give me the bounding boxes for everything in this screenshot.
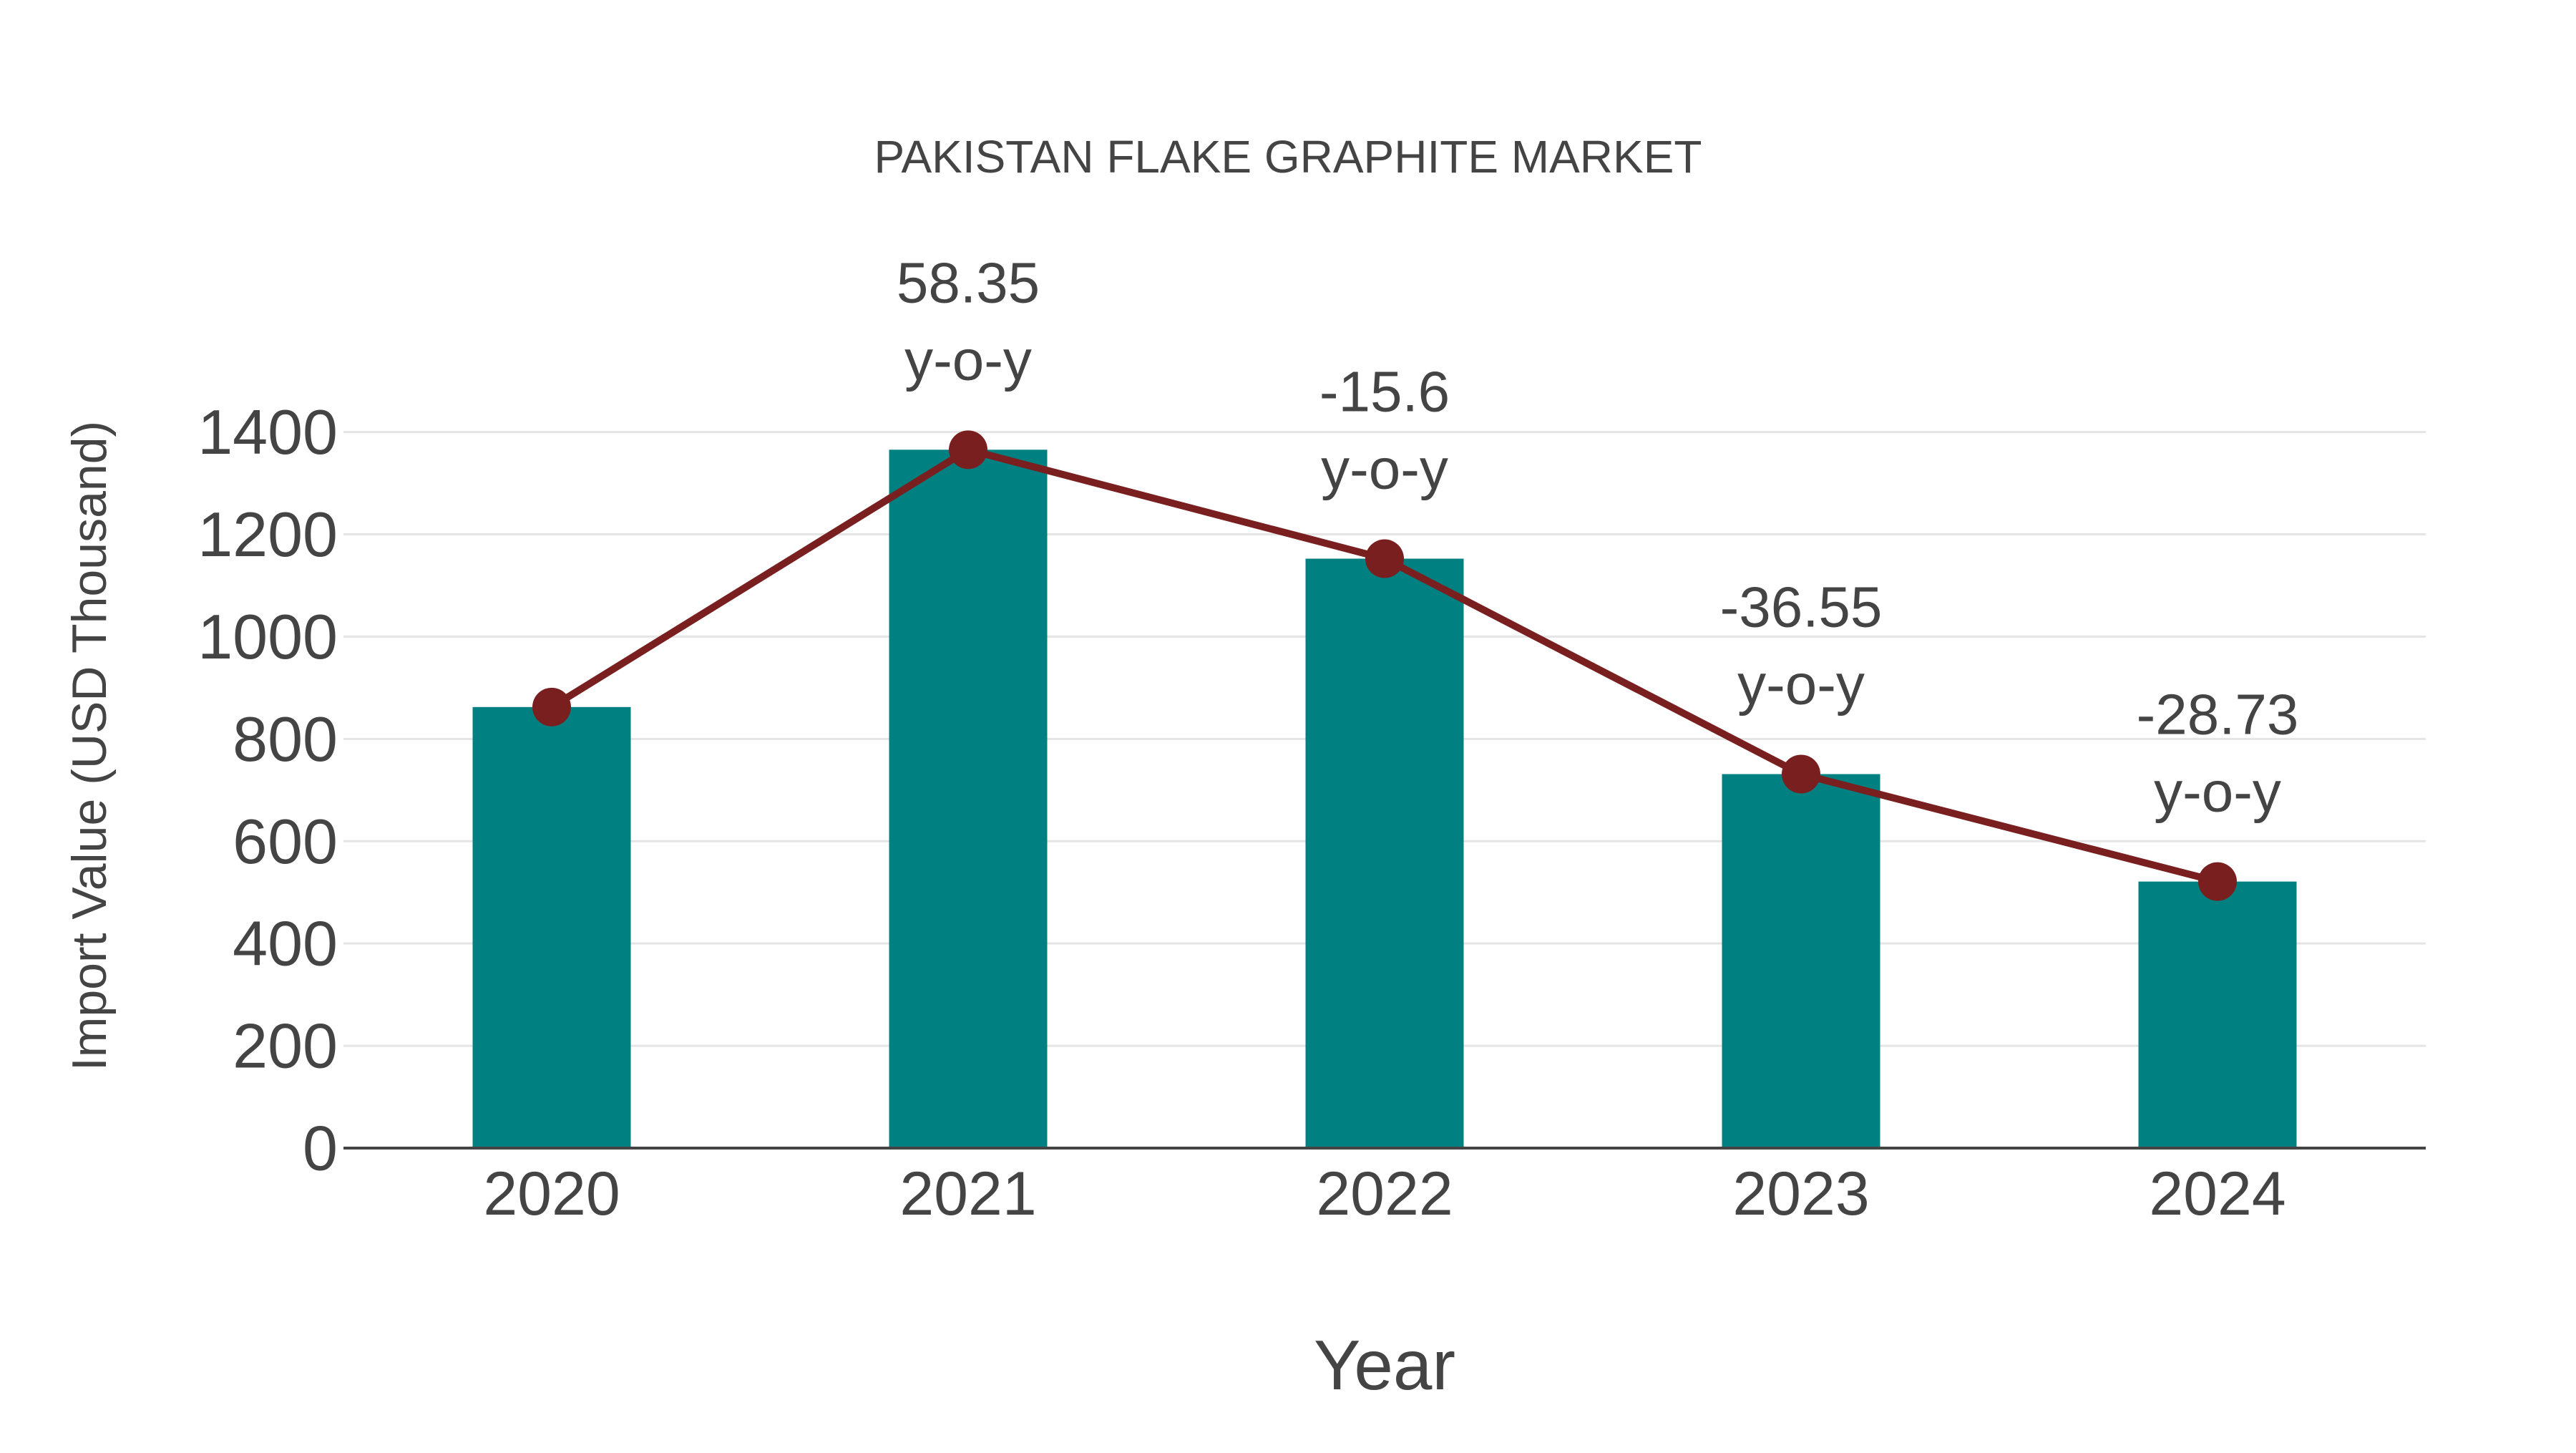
marker-2023 bbox=[1782, 754, 1820, 794]
y-tick-label: 200 bbox=[233, 1011, 338, 1082]
y-axis-ticks: 0 200 400 600 800 1000 1200 1400 bbox=[197, 397, 338, 1183]
x-tick-label: 2023 bbox=[1732, 1160, 1869, 1228]
marker-2024 bbox=[2198, 862, 2237, 901]
yoy-value: -36.55 bbox=[1720, 575, 1883, 639]
bar-2023 bbox=[1722, 774, 1880, 1148]
yoy-value: -28.73 bbox=[2137, 683, 2299, 747]
y-tick-label: 1000 bbox=[197, 601, 338, 672]
x-axis-title: Year bbox=[1314, 1326, 1455, 1404]
x-axis-ticks: 2020 2021 2022 2023 2024 bbox=[483, 1160, 2285, 1228]
x-tick-label: 2022 bbox=[1316, 1160, 1453, 1228]
bar-series bbox=[472, 449, 2297, 1148]
bar-2021 bbox=[889, 449, 1048, 1148]
x-tick-label: 2021 bbox=[899, 1160, 1036, 1228]
y-tick-label: 1400 bbox=[197, 397, 338, 467]
y-tick-label: 0 bbox=[303, 1113, 338, 1184]
yoy-suffix: y-o-y bbox=[1737, 653, 1865, 716]
bar-2024 bbox=[2138, 881, 2297, 1148]
yoy-annotation-2023: -36.55 y-o-y bbox=[1720, 575, 1883, 716]
marker-2021 bbox=[949, 430, 987, 470]
x-tick-label: 2020 bbox=[483, 1160, 620, 1228]
x-tick-label: 2024 bbox=[2149, 1160, 2285, 1228]
yoy-suffix: y-o-y bbox=[2154, 760, 2281, 824]
bar-2022 bbox=[1305, 558, 1464, 1148]
y-tick-label: 1200 bbox=[197, 499, 338, 570]
chart-title: PAKISTAN FLAKE GRAPHITE MARKET bbox=[874, 131, 1702, 183]
y-tick-label: 600 bbox=[233, 806, 338, 877]
yoy-annotation-2024: -28.73 y-o-y bbox=[2137, 683, 2299, 824]
yoy-annotations: 58.35 y-o-y -15.6 y-o-y -36.55 y-o-y -28.73 y-o… bbox=[897, 251, 2299, 823]
bar-2020 bbox=[472, 706, 631, 1148]
y-tick-label: 400 bbox=[233, 908, 338, 979]
y-axis-title: Import Value (USD Thousand) bbox=[62, 421, 117, 1071]
marker-2020 bbox=[532, 687, 571, 726]
y-tick-label: 800 bbox=[233, 704, 338, 774]
marker-2022 bbox=[1365, 539, 1404, 578]
yoy-value: -15.6 bbox=[1319, 360, 1450, 424]
yoy-value: 58.35 bbox=[897, 251, 1040, 314]
yoy-suffix: y-o-y bbox=[904, 328, 1032, 392]
yoy-annotation-2022: -15.6 y-o-y bbox=[1319, 360, 1450, 501]
line-series bbox=[532, 430, 2237, 901]
yoy-annotation-2021: 58.35 y-o-y bbox=[897, 251, 1040, 392]
yoy-suffix: y-o-y bbox=[1321, 437, 1448, 501]
